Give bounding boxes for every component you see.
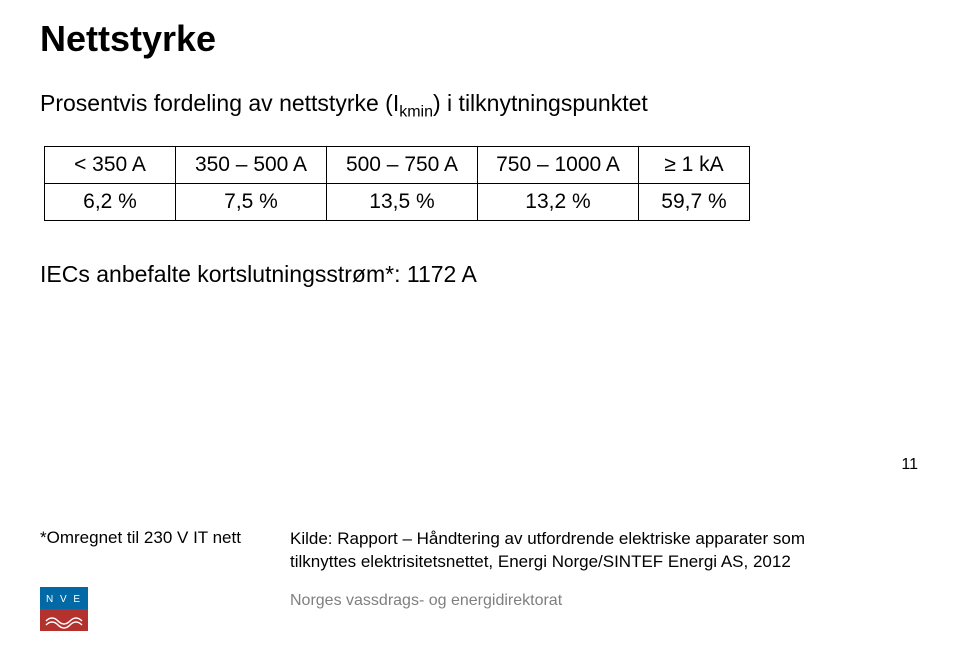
table-data-cell: 59,7 % (639, 183, 750, 220)
table-data-cell: 7,5 % (176, 183, 327, 220)
table-data-cell: 13,5 % (327, 183, 478, 220)
table-header-cell: < 350 A (45, 146, 176, 183)
table-data-cell: 13,2 % (478, 183, 639, 220)
slide-subtitle: Prosentvis fordeling av nettstyrke (Ikmi… (40, 90, 920, 122)
body-text: IECs anbefalte kortslutningsstrøm*: 1172… (40, 261, 920, 288)
subtitle-pre: Prosentvis fordeling av nettstyrke (I (40, 90, 399, 116)
source-citation: Kilde: Rapport – Håndtering av utfordren… (290, 528, 805, 574)
data-table: < 350 A 350 – 500 A 500 – 750 A 750 – 10… (44, 146, 750, 221)
table-header-cell: ≥ 1 kA (639, 146, 750, 183)
table-header-cell: 350 – 500 A (176, 146, 327, 183)
subtitle-sub: kmin (399, 104, 433, 121)
slide-title: Nettstyrke (40, 18, 920, 60)
subtitle-post: ) i tilknytningspunktet (433, 90, 648, 116)
table-data-cell: 6,2 % (45, 183, 176, 220)
source-line-1: Kilde: Rapport – Håndtering av utfordren… (290, 529, 805, 548)
page-number: 11 (901, 456, 918, 474)
source-line-2: tilknyttes elektrisitetsnettet, Energi N… (290, 552, 791, 571)
logo-text: N V E (46, 594, 82, 605)
table-data-row: 6,2 % 7,5 % 13,5 % 13,2 % 59,7 % (45, 183, 750, 220)
footer-organization: Norges vassdrags- og energidirektorat (290, 592, 562, 610)
table-header-cell: 750 – 1000 A (478, 146, 639, 183)
table-header-row: < 350 A 350 – 500 A 500 – 750 A 750 – 10… (45, 146, 750, 183)
footnote-left: *Omregnet til 230 V IT nett (40, 528, 241, 548)
nve-logo: N V E (40, 587, 88, 636)
slide: Nettstyrke Prosentvis fordeling av netts… (0, 0, 960, 662)
table-header-cell: 500 – 750 A (327, 146, 478, 183)
